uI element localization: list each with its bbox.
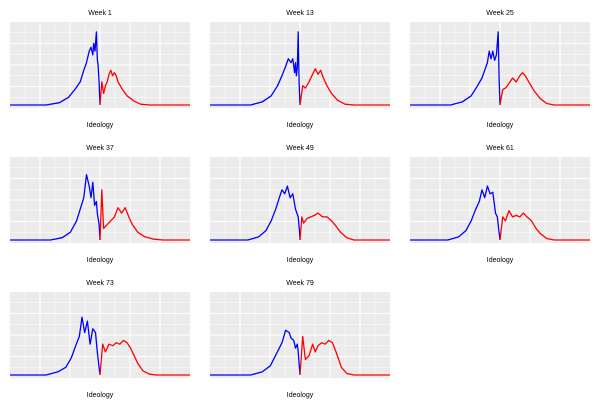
series-line-red	[299, 68, 390, 106]
x-axis-label: Ideology	[87, 122, 114, 129]
x-axis-label: Ideology	[487, 257, 514, 264]
series-line-red	[99, 339, 190, 376]
series-line-blue	[410, 31, 501, 106]
series-line-red	[499, 210, 590, 241]
series-line-red	[99, 69, 190, 106]
panel-title: Week 25	[486, 10, 514, 17]
panel-title: Week 61	[486, 145, 514, 152]
series-line-blue	[10, 173, 101, 241]
facet-panel: Week 79 Ideology	[210, 280, 390, 399]
series-line-blue	[210, 31, 301, 106]
x-axis-label: Ideology	[287, 392, 314, 399]
panel-title: Week 79	[286, 280, 314, 287]
series-line-red	[299, 335, 390, 376]
panel-title: Week 13	[286, 10, 314, 17]
x-axis-label: Ideology	[87, 392, 114, 399]
x-axis-label: Ideology	[487, 122, 514, 129]
panel-title: Week 1	[88, 10, 112, 17]
facet-panel: Week 49 Ideology	[210, 145, 390, 264]
series-line-red	[99, 189, 190, 241]
series-line-red	[299, 212, 390, 241]
facet-panel: Week 61 Ideology	[410, 145, 590, 264]
facet-panel: Week 13 Ideology	[210, 10, 390, 129]
facet-panel: Week 73 Ideology	[10, 280, 190, 399]
series-line-blue	[210, 329, 301, 376]
x-axis-label: Ideology	[287, 257, 314, 264]
series-line-blue	[210, 185, 301, 241]
panel-title: Week 49	[286, 145, 314, 152]
facet-panel: Week 25 Ideology	[410, 10, 590, 129]
x-axis-label: Ideology	[287, 122, 314, 129]
facet-panel: Week 37 Ideology	[10, 145, 190, 264]
series-line-blue	[10, 31, 101, 106]
x-axis-label: Ideology	[87, 257, 114, 264]
facet-panel: Week 1 Ideology	[10, 10, 190, 129]
series-line-blue	[10, 316, 101, 376]
panel-title: Week 73	[86, 280, 114, 287]
series-line-red	[499, 72, 590, 106]
series-line-blue	[410, 185, 501, 241]
panel-title: Week 37	[86, 145, 114, 152]
